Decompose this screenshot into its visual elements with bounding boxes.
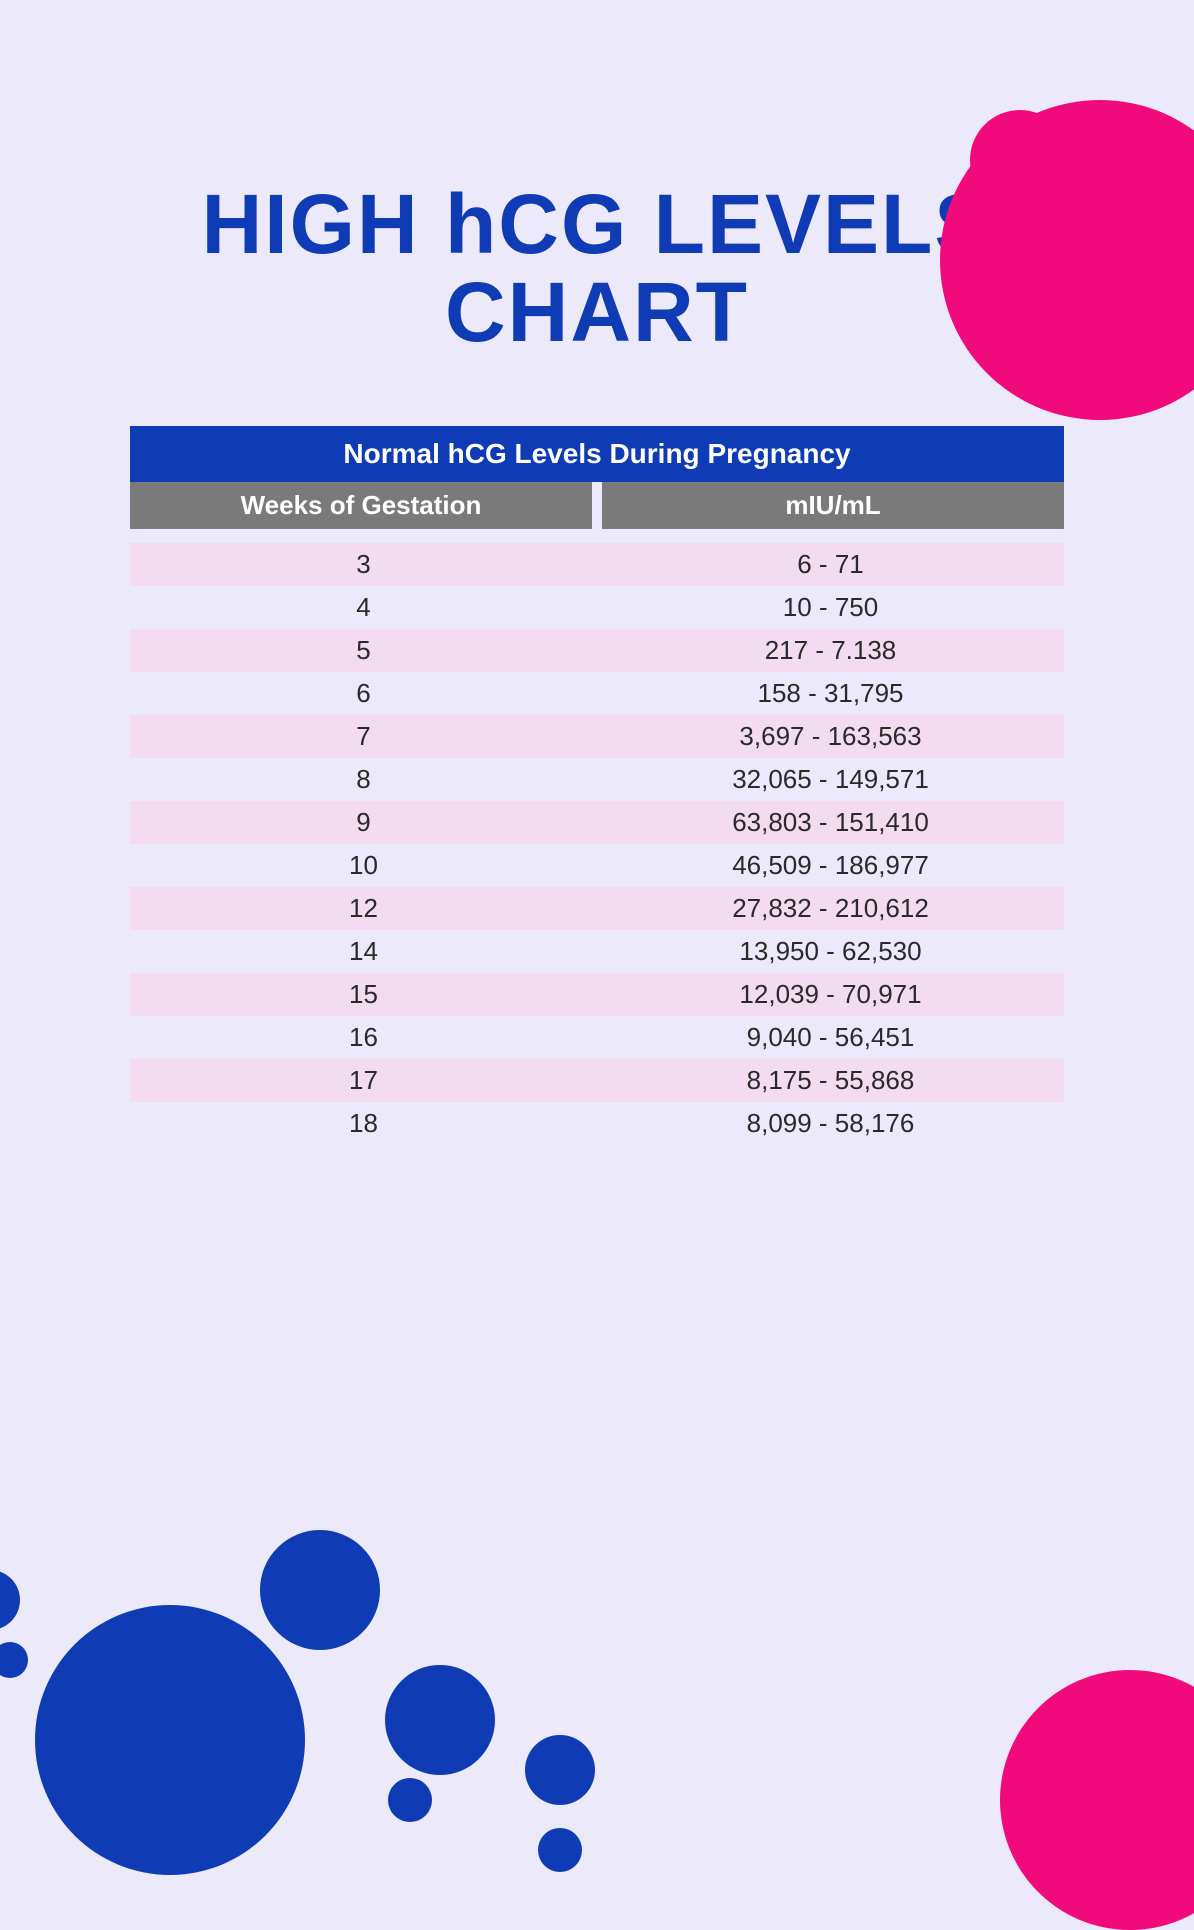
row-spacer bbox=[130, 529, 1064, 543]
hcg-table: Normal hCG Levels During Pregnancy Weeks… bbox=[130, 426, 1064, 1145]
table-row: 963,803 - 151,410 bbox=[130, 801, 1064, 844]
decorative-circle bbox=[0, 1642, 28, 1678]
cell-miu: 8,099 - 58,176 bbox=[597, 1102, 1064, 1145]
table-row: 832,065 - 149,571 bbox=[130, 758, 1064, 801]
decorative-circle bbox=[388, 1778, 432, 1822]
cell-weeks: 16 bbox=[130, 1016, 597, 1059]
col-header-miu: mIU/mL bbox=[602, 482, 1064, 529]
cell-miu: 9,040 - 56,451 bbox=[597, 1016, 1064, 1059]
cell-miu: 46,509 - 186,977 bbox=[597, 844, 1064, 887]
cell-miu: 8,175 - 55,868 bbox=[597, 1059, 1064, 1102]
title-line-2: CHART bbox=[445, 265, 749, 359]
col-header-weeks: Weeks of Gestation bbox=[130, 482, 592, 529]
table-row: 169,040 - 56,451 bbox=[130, 1016, 1064, 1059]
cell-weeks: 17 bbox=[130, 1059, 597, 1102]
cell-miu: 63,803 - 151,410 bbox=[597, 801, 1064, 844]
table-row: 6158 - 31,795 bbox=[130, 672, 1064, 715]
cell-weeks: 10 bbox=[130, 844, 597, 887]
table-column-headers: Weeks of Gestation mIU/mL bbox=[130, 482, 1064, 529]
table-row: 178,175 - 55,868 bbox=[130, 1059, 1064, 1102]
cell-weeks: 8 bbox=[130, 758, 597, 801]
cell-miu: 6 - 71 bbox=[597, 543, 1064, 586]
decorative-circle bbox=[538, 1828, 582, 1872]
table-row: 1512,039 - 70,971 bbox=[130, 973, 1064, 1016]
cell-weeks: 18 bbox=[130, 1102, 597, 1145]
table-row: 1046,509 - 186,977 bbox=[130, 844, 1064, 887]
cell-weeks: 14 bbox=[130, 930, 597, 973]
decorative-circle bbox=[260, 1530, 380, 1650]
cell-weeks: 3 bbox=[130, 543, 597, 586]
cell-weeks: 9 bbox=[130, 801, 597, 844]
title-line-1: HIGH hCG LEVELS bbox=[202, 177, 993, 271]
cell-miu: 27,832 - 210,612 bbox=[597, 887, 1064, 930]
table-row: 188,099 - 58,176 bbox=[130, 1102, 1064, 1145]
cell-weeks: 15 bbox=[130, 973, 597, 1016]
table-row: 5217 - 7.138 bbox=[130, 629, 1064, 672]
cell-miu: 13,950 - 62,530 bbox=[597, 930, 1064, 973]
decorative-circle bbox=[0, 1570, 20, 1630]
table-row: 410 - 750 bbox=[130, 586, 1064, 629]
cell-weeks: 5 bbox=[130, 629, 597, 672]
cell-weeks: 7 bbox=[130, 715, 597, 758]
cell-miu: 217 - 7.138 bbox=[597, 629, 1064, 672]
decorative-circle bbox=[35, 1605, 305, 1875]
decorative-circle bbox=[970, 110, 1070, 210]
table-row: 73,697 - 163,563 bbox=[130, 715, 1064, 758]
table-row: 1413,950 - 62,530 bbox=[130, 930, 1064, 973]
decorative-circle bbox=[1026, 256, 1074, 304]
decorative-circle bbox=[525, 1735, 595, 1805]
cell-miu: 3,697 - 163,563 bbox=[597, 715, 1064, 758]
table-body: 36 - 71410 - 7505217 - 7.1386158 - 31,79… bbox=[130, 543, 1064, 1145]
cell-weeks: 6 bbox=[130, 672, 597, 715]
table-row: 1227,832 - 210,612 bbox=[130, 887, 1064, 930]
cell-weeks: 4 bbox=[130, 586, 597, 629]
cell-miu: 158 - 31,795 bbox=[597, 672, 1064, 715]
table-title: Normal hCG Levels During Pregnancy bbox=[130, 426, 1064, 482]
cell-miu: 10 - 750 bbox=[597, 586, 1064, 629]
column-separator bbox=[592, 482, 602, 529]
cell-weeks: 12 bbox=[130, 887, 597, 930]
cell-miu: 32,065 - 149,571 bbox=[597, 758, 1064, 801]
decorative-circle bbox=[1000, 1670, 1194, 1930]
decorative-circle bbox=[385, 1665, 495, 1775]
table-row: 36 - 71 bbox=[130, 543, 1064, 586]
cell-miu: 12,039 - 70,971 bbox=[597, 973, 1064, 1016]
